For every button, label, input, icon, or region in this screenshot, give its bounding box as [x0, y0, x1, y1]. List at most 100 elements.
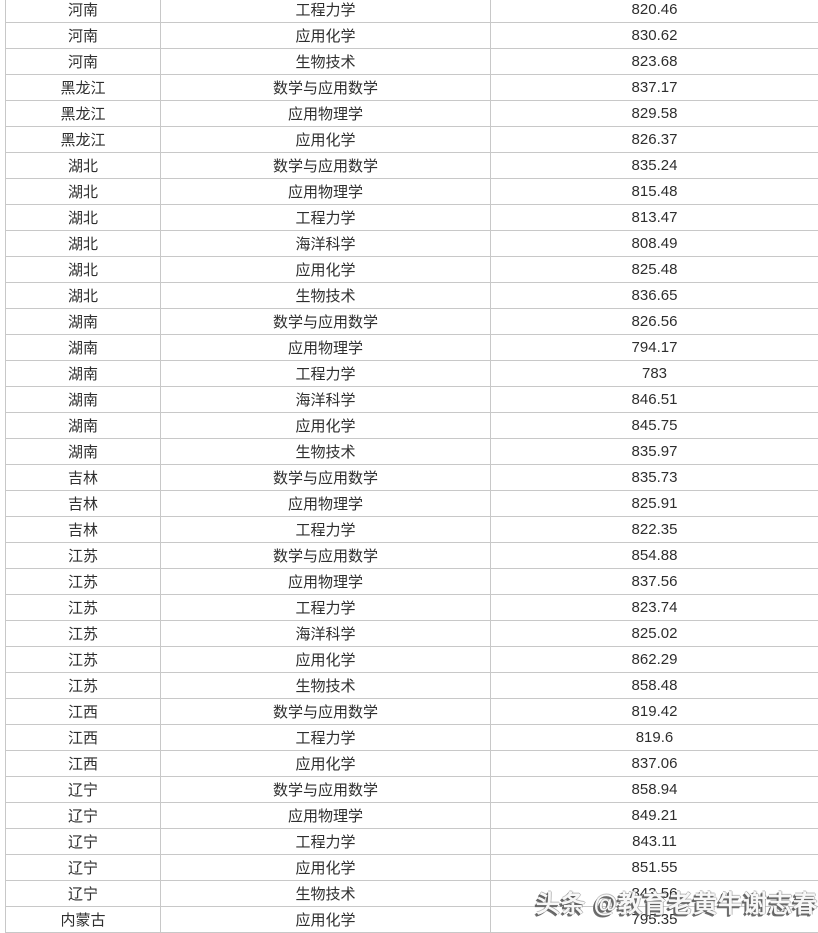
table-row: 辽宁 数学与应用数学 858.94: [5, 777, 818, 803]
major-cell: 生物技术: [161, 439, 491, 465]
score-cell: 819.6: [491, 725, 818, 751]
table-row: 湖北 应用物理学 815.48: [5, 179, 818, 205]
major-cell: 数学与应用数学: [161, 75, 491, 101]
province-cell: 江苏: [5, 543, 161, 569]
table-row: 江苏 生物技术 858.48: [5, 673, 818, 699]
table-row: 江苏 数学与应用数学 854.88: [5, 543, 818, 569]
table-body: 河南 工程力学 820.46 河南 应用化学 830.62 河南 生物技术 82…: [5, 0, 818, 933]
major-cell: 工程力学: [161, 829, 491, 855]
score-cell: 829.58: [491, 101, 818, 127]
table-row: 湖南 生物技术 835.97: [5, 439, 818, 465]
major-cell: 数学与应用数学: [161, 153, 491, 179]
major-cell: 工程力学: [161, 595, 491, 621]
table-row: 湖南 数学与应用数学 826.56: [5, 309, 818, 335]
major-cell: 应用物理学: [161, 101, 491, 127]
table-row: 江西 数学与应用数学 819.42: [5, 699, 818, 725]
table-row: 吉林 数学与应用数学 835.73: [5, 465, 818, 491]
table-row: 黑龙江 应用化学 826.37: [5, 127, 818, 153]
province-cell: 辽宁: [5, 777, 161, 803]
score-cell: 825.91: [491, 491, 818, 517]
province-cell: 吉林: [5, 517, 161, 543]
table-row: 湖南 应用物理学 794.17: [5, 335, 818, 361]
major-cell: 应用物理学: [161, 335, 491, 361]
province-cell: 吉林: [5, 491, 161, 517]
score-cell: 826.56: [491, 309, 818, 335]
major-cell: 数学与应用数学: [161, 543, 491, 569]
major-cell: 应用化学: [161, 855, 491, 881]
score-cell: 837.06: [491, 751, 818, 777]
major-cell: 海洋科学: [161, 387, 491, 413]
table-row: 江苏 海洋科学 825.02: [5, 621, 818, 647]
score-cell: 836.65: [491, 283, 818, 309]
table-row: 湖北 数学与应用数学 835.24: [5, 153, 818, 179]
table-row: 河南 工程力学 820.46: [5, 0, 818, 23]
table-row: 湖北 应用化学 825.48: [5, 257, 818, 283]
major-cell: 数学与应用数学: [161, 699, 491, 725]
score-cell: 835.24: [491, 153, 818, 179]
major-cell: 应用化学: [161, 907, 491, 933]
province-cell: 辽宁: [5, 803, 161, 829]
score-cell: 819.42: [491, 699, 818, 725]
major-cell: 应用化学: [161, 23, 491, 49]
score-cell: 823.68: [491, 49, 818, 75]
major-cell: 数学与应用数学: [161, 309, 491, 335]
table-row: 湖南 工程力学 783: [5, 361, 818, 387]
table-row: 湖北 生物技术 836.65: [5, 283, 818, 309]
province-cell: 湖南: [5, 361, 161, 387]
province-cell: 湖北: [5, 231, 161, 257]
table-row: 辽宁 应用化学 851.55: [5, 855, 818, 881]
score-cell: 851.55: [491, 855, 818, 881]
major-cell: 应用物理学: [161, 803, 491, 829]
score-cell: 822.35: [491, 517, 818, 543]
score-cell: 825.48: [491, 257, 818, 283]
province-cell: 湖南: [5, 335, 161, 361]
score-cell: 795.35: [491, 907, 818, 933]
province-cell: 湖北: [5, 257, 161, 283]
score-cell: 843.56: [491, 881, 818, 907]
province-cell: 黑龙江: [5, 75, 161, 101]
province-cell: 湖北: [5, 179, 161, 205]
score-cell: 858.48: [491, 673, 818, 699]
major-cell: 应用化学: [161, 257, 491, 283]
province-cell: 湖南: [5, 387, 161, 413]
score-cell: 837.17: [491, 75, 818, 101]
major-cell: 生物技术: [161, 49, 491, 75]
table-row: 湖南 海洋科学 846.51: [5, 387, 818, 413]
province-cell: 湖北: [5, 205, 161, 231]
major-cell: 海洋科学: [161, 231, 491, 257]
table-row: 湖北 工程力学 813.47: [5, 205, 818, 231]
major-cell: 应用物理学: [161, 491, 491, 517]
province-cell: 湖南: [5, 309, 161, 335]
score-cell: 854.88: [491, 543, 818, 569]
table-row: 湖北 海洋科学 808.49: [5, 231, 818, 257]
score-cell: 825.02: [491, 621, 818, 647]
province-cell: 河南: [5, 23, 161, 49]
table-row: 黑龙江 数学与应用数学 837.17: [5, 75, 818, 101]
major-cell: 应用物理学: [161, 569, 491, 595]
major-cell: 工程力学: [161, 361, 491, 387]
province-cell: 江西: [5, 725, 161, 751]
score-cell: 862.29: [491, 647, 818, 673]
province-cell: 辽宁: [5, 881, 161, 907]
score-cell: 808.49: [491, 231, 818, 257]
table-row: 江西 工程力学 819.6: [5, 725, 818, 751]
major-cell: 生物技术: [161, 673, 491, 699]
province-cell: 湖南: [5, 439, 161, 465]
score-cell: 858.94: [491, 777, 818, 803]
scores-table: 河南 工程力学 820.46 河南 应用化学 830.62 河南 生物技术 82…: [5, 0, 818, 933]
province-cell: 湖南: [5, 413, 161, 439]
table-row: 江西 应用化学 837.06: [5, 751, 818, 777]
score-cell: 830.62: [491, 23, 818, 49]
table-row: 吉林 应用物理学 825.91: [5, 491, 818, 517]
major-cell: 生物技术: [161, 283, 491, 309]
province-cell: 湖北: [5, 153, 161, 179]
score-cell: 849.21: [491, 803, 818, 829]
major-cell: 生物技术: [161, 881, 491, 907]
major-cell: 数学与应用数学: [161, 465, 491, 491]
major-cell: 应用化学: [161, 647, 491, 673]
table-row: 黑龙江 应用物理学 829.58: [5, 101, 818, 127]
province-cell: 江苏: [5, 621, 161, 647]
province-cell: 内蒙古: [5, 907, 161, 933]
table-row: 辽宁 生物技术 843.56: [5, 881, 818, 907]
score-cell: 783: [491, 361, 818, 387]
